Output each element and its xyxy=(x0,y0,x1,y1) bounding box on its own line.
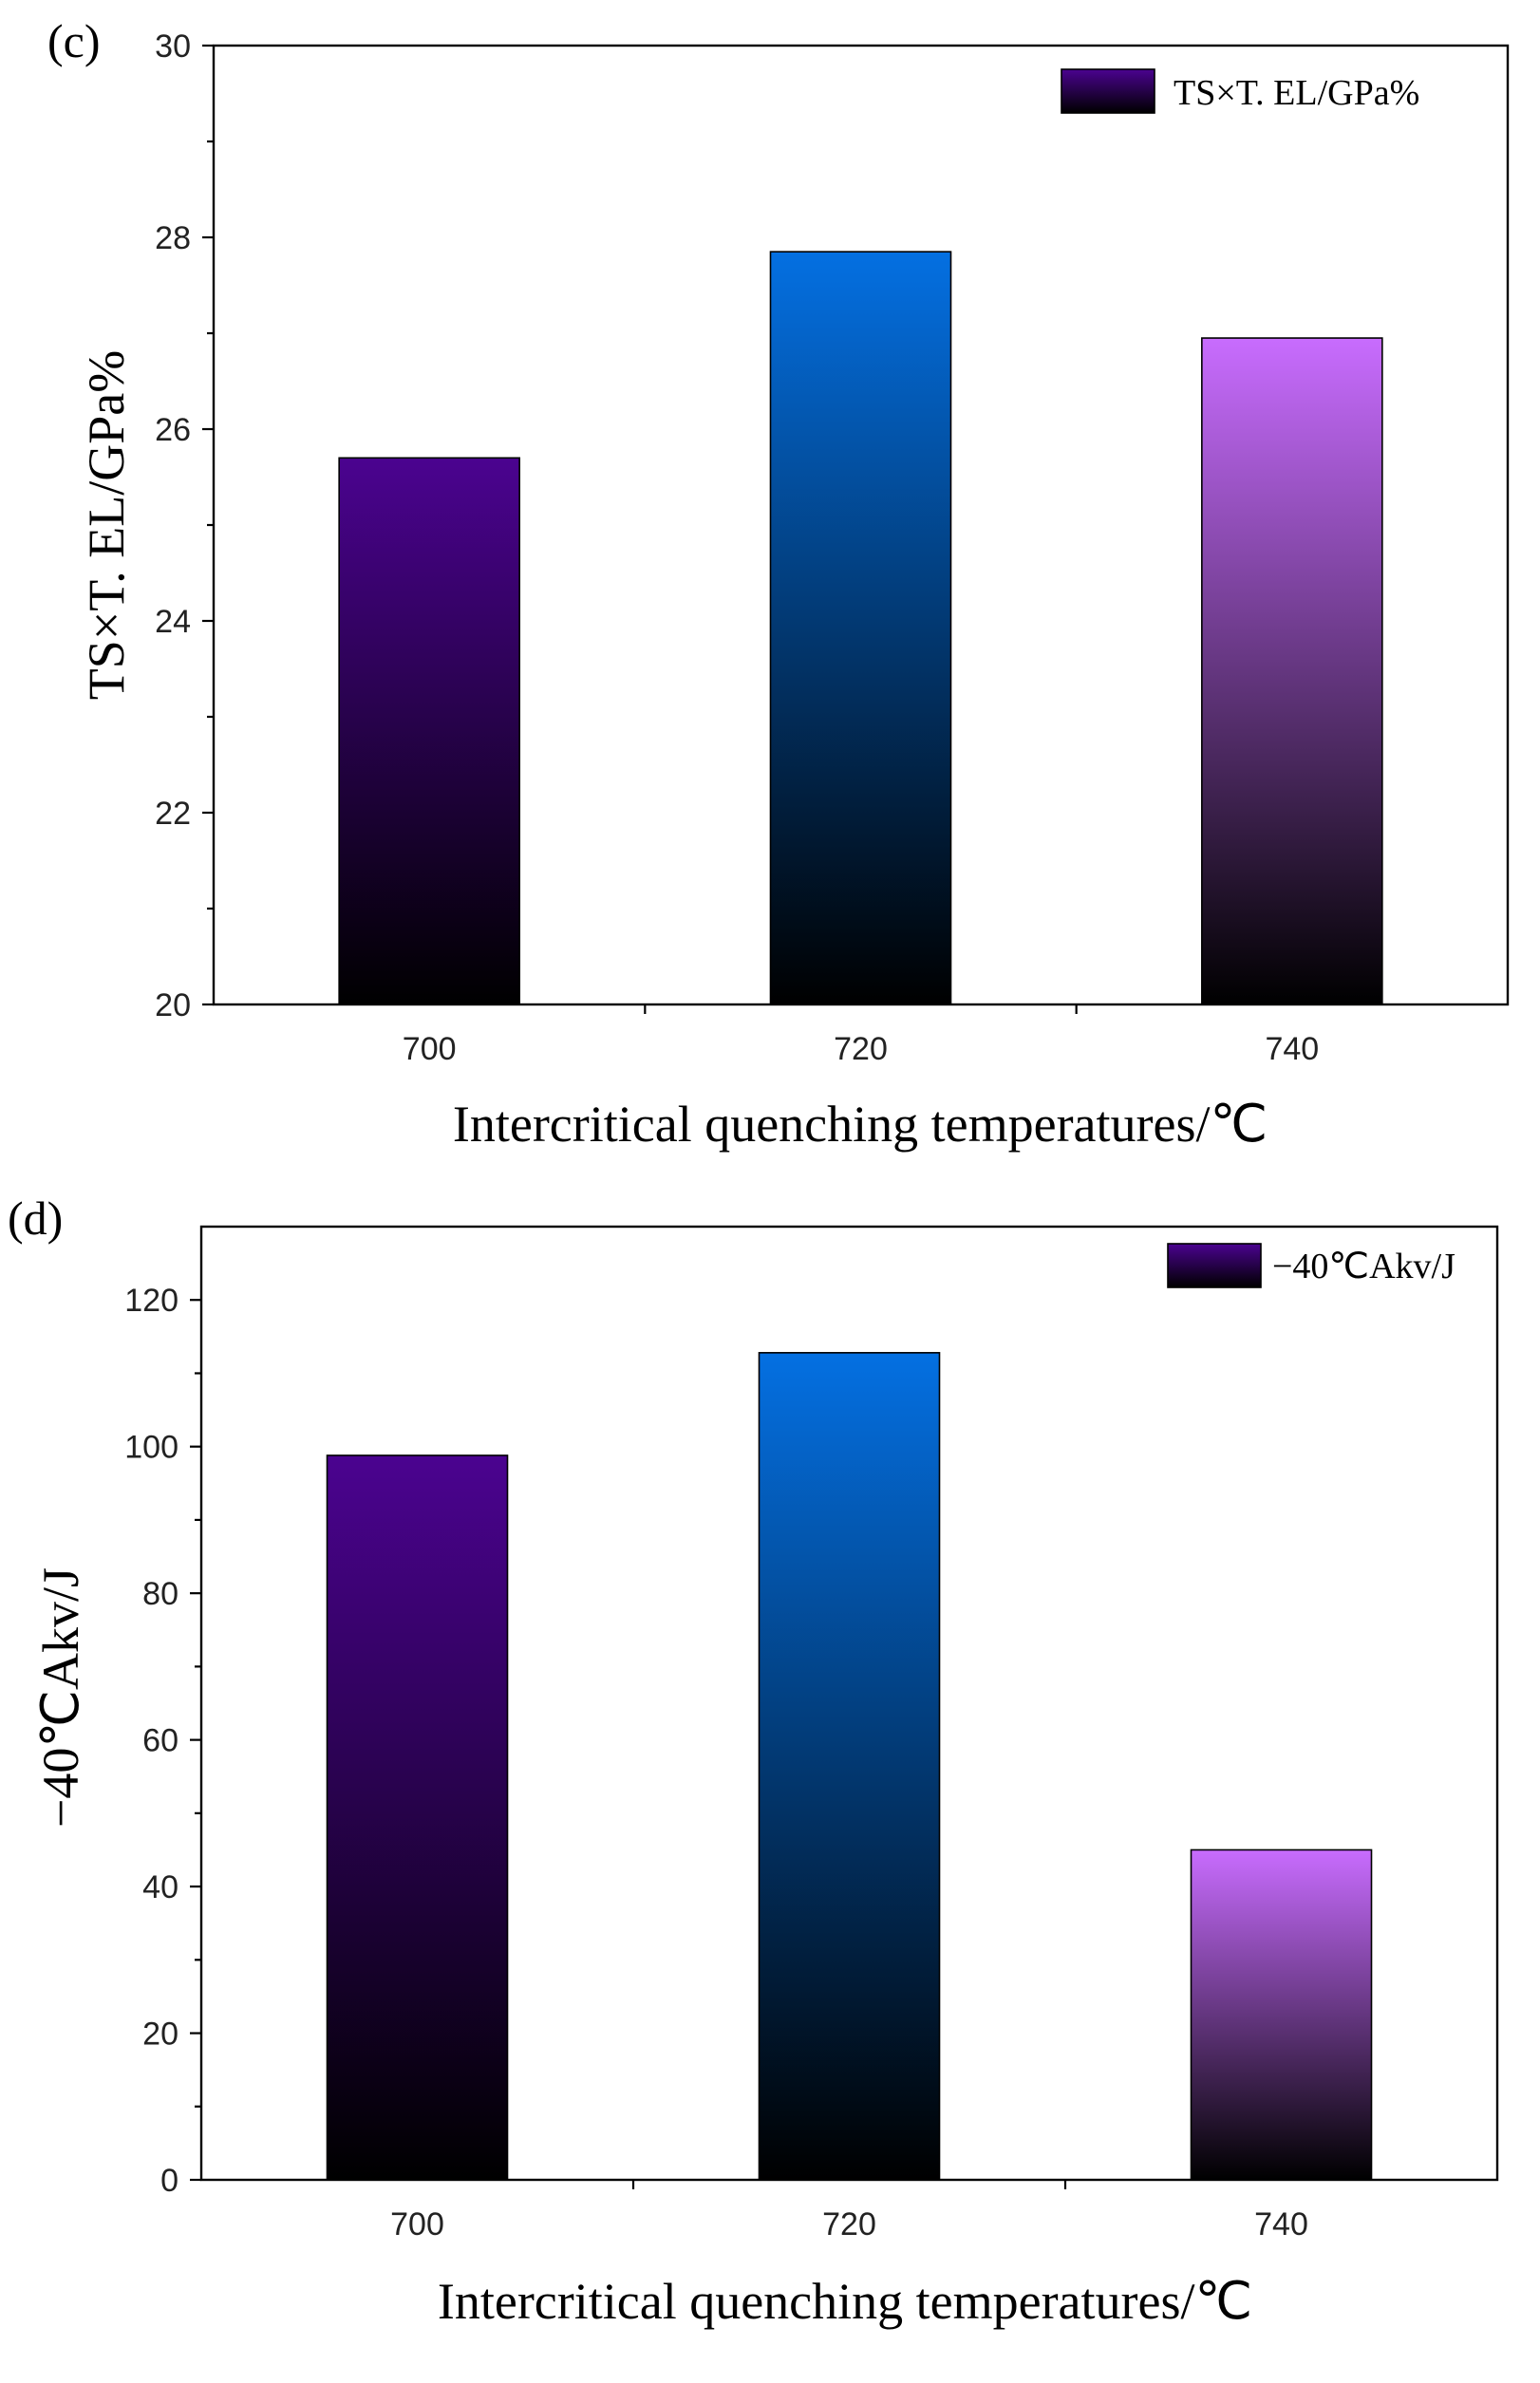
x-tick-label-d: 720 xyxy=(822,2206,876,2242)
plot-frame-d xyxy=(199,1225,1499,2182)
y-tick-label-d: 20 xyxy=(142,2017,178,2053)
y-tick-label-d: 80 xyxy=(142,1576,178,1612)
bars-d xyxy=(326,1352,1373,2181)
y-tick-label-c: 20 xyxy=(155,987,191,1023)
bar-740-c xyxy=(1201,337,1383,1005)
legend-c: TS×T. EL/GPa% xyxy=(1061,68,1419,114)
y-axis-title-d: −40℃Akv/J xyxy=(32,1567,89,1828)
legend-swatch-d xyxy=(1167,1243,1262,1288)
y-tick-label-d: 40 xyxy=(142,1869,178,1905)
x-tick-label-d: 740 xyxy=(1254,2206,1308,2242)
x-tick-label-c: 700 xyxy=(403,1031,457,1067)
bar-740-d xyxy=(1190,1848,1373,2181)
y-tick-label-d: 100 xyxy=(124,1430,178,1466)
legend-swatch-c xyxy=(1061,68,1155,114)
y-tick-label-d: 120 xyxy=(124,1283,178,1319)
y-tick-label-c: 24 xyxy=(155,604,191,640)
y-tick-label-c: 30 xyxy=(155,28,191,65)
y-axis-title-c: TS×T. EL/GPa% xyxy=(78,350,135,700)
x-tick-label-c: 720 xyxy=(834,1031,888,1067)
legend-label-d: −40℃Akv/J xyxy=(1272,1247,1455,1286)
bar-700-c xyxy=(338,457,520,1005)
legend-d: −40℃Akv/J xyxy=(1167,1243,1455,1288)
y-axis-ticks-c: 20 22 24 26 28 30 xyxy=(155,28,214,1023)
x-axis-title-c: Intercritical quenching temperatures/℃ xyxy=(453,1096,1268,1153)
bars-c xyxy=(338,251,1383,1005)
y-tick-label-d: 0 xyxy=(160,2163,178,2199)
panel-label-c: (c) xyxy=(47,14,101,67)
panel-label-d: (d) xyxy=(8,1192,63,1245)
y-tick-label-c: 22 xyxy=(155,796,191,832)
chart-panel-c: (c) 20 22 24 26 28 30 700 720 740 TS×T. EL/GPa%… xyxy=(47,14,1510,1153)
y-tick-label-c: 28 xyxy=(155,220,191,256)
y-axis-ticks-d: 0 20 40 60 80 100 120 xyxy=(124,1283,201,2199)
x-axis-ticks-d: 700 720 740 xyxy=(390,2180,1308,2242)
bar-720-d xyxy=(758,1352,941,2181)
x-axis-title-d: Intercritical quenching temperatures/℃ xyxy=(438,2273,1252,2330)
x-tick-label-c: 740 xyxy=(1265,1031,1319,1067)
bar-700-d xyxy=(326,1454,509,2181)
bar-720-c xyxy=(769,251,952,1005)
legend-label-c: TS×T. EL/GPa% xyxy=(1174,73,1419,113)
y-tick-label-c: 26 xyxy=(155,412,191,448)
x-tick-label-d: 700 xyxy=(390,2206,444,2242)
y-tick-label-d: 60 xyxy=(142,1723,178,1759)
x-axis-ticks-c: 700 720 740 xyxy=(403,1004,1319,1067)
plot-frame-c xyxy=(212,44,1510,1006)
